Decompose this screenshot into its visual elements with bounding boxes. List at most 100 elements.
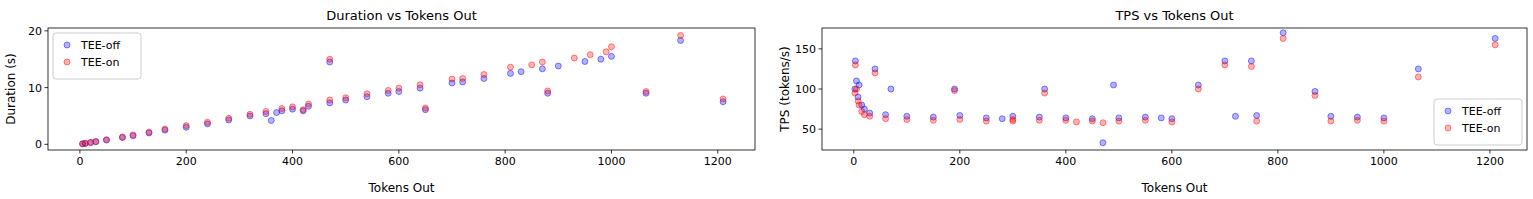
y-tick-label: 10 [28, 82, 42, 95]
point [183, 123, 189, 129]
point [274, 110, 280, 116]
point [1254, 112, 1260, 118]
point [957, 117, 963, 123]
point [529, 62, 535, 68]
point [930, 117, 936, 123]
x-tick [1383, 150, 1384, 154]
point [1100, 120, 1106, 126]
subplot: 02004006008001000120001020Duration vs To… [4, 8, 755, 195]
point [856, 102, 862, 108]
point [545, 88, 551, 94]
point [1100, 140, 1106, 146]
point [247, 111, 253, 117]
point [130, 132, 136, 138]
figure: 02004006008001000120001020Duration vs To… [0, 0, 1533, 199]
point [983, 118, 989, 124]
point [146, 129, 152, 135]
y-tick [819, 48, 823, 49]
point [449, 76, 455, 82]
x-tick-label: 400 [1055, 155, 1076, 168]
y-tick [819, 129, 823, 130]
point [1280, 30, 1286, 36]
point [119, 134, 125, 140]
x-tick-label: 400 [282, 155, 303, 168]
legend-box [1434, 99, 1522, 145]
point [888, 86, 894, 92]
point [587, 52, 593, 58]
x-tick [1489, 150, 1490, 154]
point [268, 117, 274, 123]
point [1222, 62, 1228, 68]
x-tick-label: 1200 [704, 155, 732, 168]
point [1036, 117, 1042, 123]
point [481, 72, 487, 78]
x-tick [1171, 150, 1172, 154]
y-tick [45, 30, 49, 31]
x-tick-label: 200 [176, 155, 197, 168]
point [1312, 92, 1318, 98]
point [603, 49, 609, 55]
legend-label: TEE-off [80, 39, 121, 52]
point [608, 44, 614, 50]
y-tick-label: 20 [28, 25, 42, 38]
point [852, 62, 858, 68]
frame [48, 28, 755, 150]
x-tick-label: 1000 [597, 155, 625, 168]
point [396, 85, 402, 91]
x-tick-label: 0 [76, 155, 83, 168]
point [146, 130, 152, 136]
point [1195, 86, 1201, 92]
point [539, 66, 545, 72]
point [1232, 113, 1238, 119]
point [364, 91, 370, 97]
marks [80, 32, 727, 146]
point [93, 138, 99, 144]
point [872, 70, 878, 76]
point [460, 76, 466, 82]
point [1142, 117, 1148, 123]
point [1158, 115, 1164, 121]
x-tick-label: 800 [1267, 155, 1288, 168]
point [93, 139, 99, 145]
legend-label: TEE-off [1461, 105, 1502, 118]
point [1415, 74, 1421, 80]
point [327, 56, 333, 62]
legend-marker [64, 59, 70, 65]
x-tick-label: 1200 [1476, 155, 1504, 168]
point [518, 69, 524, 75]
point [507, 64, 513, 70]
point [1328, 118, 1334, 124]
y-tick [45, 87, 49, 88]
x-tick [1277, 150, 1278, 154]
point [853, 86, 859, 92]
x-tick-label: 800 [495, 155, 516, 168]
x-tick [611, 150, 612, 154]
point [507, 70, 513, 76]
x-tick [292, 150, 293, 154]
x-tick-label: 600 [1161, 155, 1182, 168]
x-label: Tokens Out [368, 181, 435, 195]
point [279, 106, 285, 112]
subplot: 02004006008001000120050100150TPS vs Toke… [778, 8, 1527, 195]
point [1063, 117, 1069, 123]
x-tick [398, 150, 399, 154]
point [130, 133, 136, 139]
point [1010, 118, 1016, 124]
point [1169, 119, 1175, 125]
y-tick-label: 100 [795, 83, 816, 96]
x-tick [959, 150, 960, 154]
legend: TEE-off TEE-on [1434, 99, 1522, 145]
y-tick [45, 144, 49, 145]
point [1280, 35, 1286, 41]
point [608, 53, 614, 59]
point [422, 105, 428, 111]
x-tick-label: 0 [850, 155, 857, 168]
point [867, 113, 873, 119]
point [643, 89, 649, 95]
legend-label: TEE-on [1461, 122, 1501, 135]
y-label: TPS (tokens/s) [778, 46, 792, 132]
point [263, 108, 269, 114]
point [555, 63, 561, 69]
point [103, 137, 109, 143]
point [1492, 35, 1498, 41]
